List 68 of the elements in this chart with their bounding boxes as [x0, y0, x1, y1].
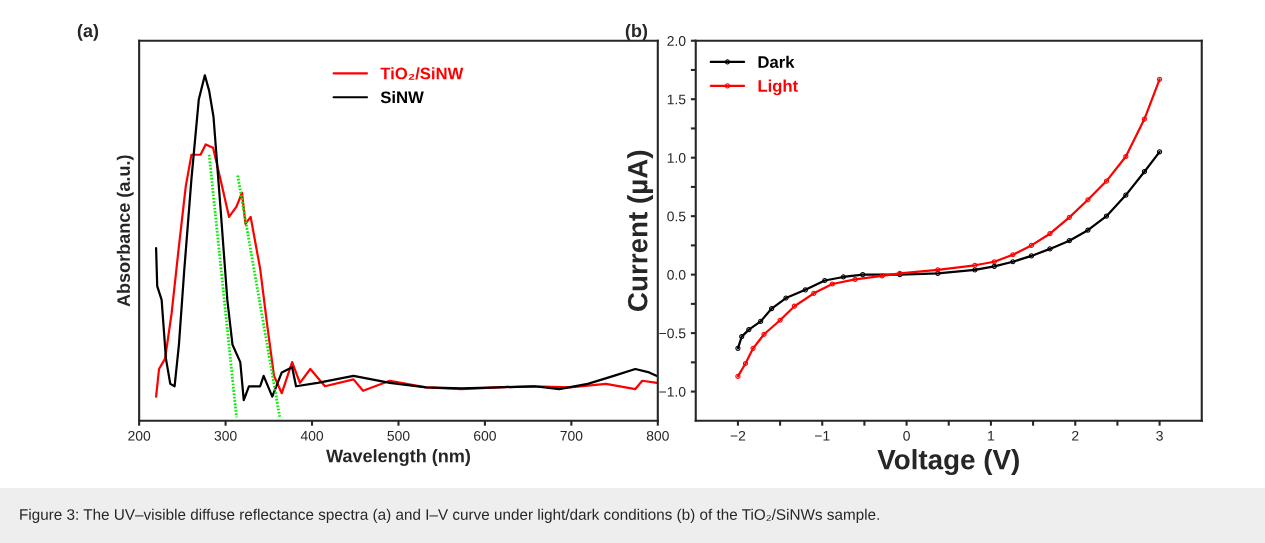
point	[1103, 178, 1110, 184]
point	[761, 331, 767, 337]
x-tick-label: 0	[903, 430, 910, 441]
point	[1028, 253, 1034, 259]
point	[777, 317, 783, 323]
x-tick-label: 600	[474, 430, 496, 441]
legend-label: SiNW	[380, 91, 424, 104]
y-axis-title: Current (µA)	[627, 150, 654, 311]
point	[991, 263, 997, 270]
legend-label: Dark	[758, 55, 795, 68]
y-tick-label: 1.5	[667, 94, 686, 105]
point	[750, 345, 756, 351]
point	[746, 327, 752, 333]
point	[1123, 153, 1129, 160]
point	[822, 277, 828, 284]
y-axis-title: Absorbance (a.u.)	[116, 155, 134, 307]
chart-title: (a)	[77, 23, 99, 41]
y-tick-label: 0.0	[667, 269, 686, 280]
x-tick-label: 800	[646, 430, 669, 441]
x-tick-label: 2	[1072, 430, 1079, 441]
point	[1141, 169, 1148, 175]
point	[1066, 214, 1072, 220]
point	[783, 295, 789, 301]
x-tick-label: 300	[214, 430, 237, 441]
point	[1156, 76, 1163, 82]
legend-label: TiO₂/SiNW	[380, 67, 464, 80]
x-tick-label: −1	[815, 431, 830, 441]
point	[1103, 213, 1110, 219]
point	[791, 303, 798, 309]
point	[972, 262, 978, 268]
x-axis-title: Wavelength (nm)	[326, 449, 470, 466]
point	[758, 318, 764, 325]
y-tick-label: 2.0	[667, 36, 686, 46]
caption: Figure 3: The UV–visible diffuse reflectance spectra (a) and I–V curve under light/dark conditions (b) of the TiO₂/SiNWs sample.	[20, 508, 879, 523]
point	[1047, 231, 1053, 237]
x-tick-label: 3	[1156, 430, 1163, 441]
point	[860, 272, 866, 278]
point	[735, 345, 741, 351]
point	[1028, 242, 1034, 248]
chart-title: (b)	[625, 23, 648, 41]
point	[802, 287, 808, 293]
x-tick-label: 1	[988, 431, 995, 441]
y-tick-label: −0.5	[659, 328, 686, 339]
point	[935, 267, 941, 273]
point	[1141, 116, 1148, 122]
point	[1066, 238, 1072, 244]
x-tick-label: 500	[387, 430, 410, 441]
point	[879, 273, 885, 279]
line-series	[735, 149, 1163, 351]
point	[1085, 197, 1091, 203]
point	[811, 290, 817, 296]
x-tick-label: 200	[128, 430, 151, 441]
y-tick-label: −1.0	[659, 386, 686, 397]
point	[852, 276, 858, 282]
x-tick-label: 700	[560, 430, 583, 441]
y-tick-label: 0.5	[667, 211, 686, 222]
point	[1123, 192, 1129, 198]
line-series	[735, 76, 1163, 379]
point	[739, 334, 745, 340]
point	[735, 373, 741, 379]
point	[991, 259, 997, 265]
x-tick-label: 400	[300, 430, 324, 441]
x-tick-label: −2	[730, 430, 746, 441]
legend-label: Light	[758, 79, 798, 96]
point	[840, 274, 846, 280]
y-tick-label: 1.0	[667, 153, 686, 163]
x-axis-title: Voltage (V)	[877, 449, 1019, 476]
point	[1156, 149, 1163, 155]
